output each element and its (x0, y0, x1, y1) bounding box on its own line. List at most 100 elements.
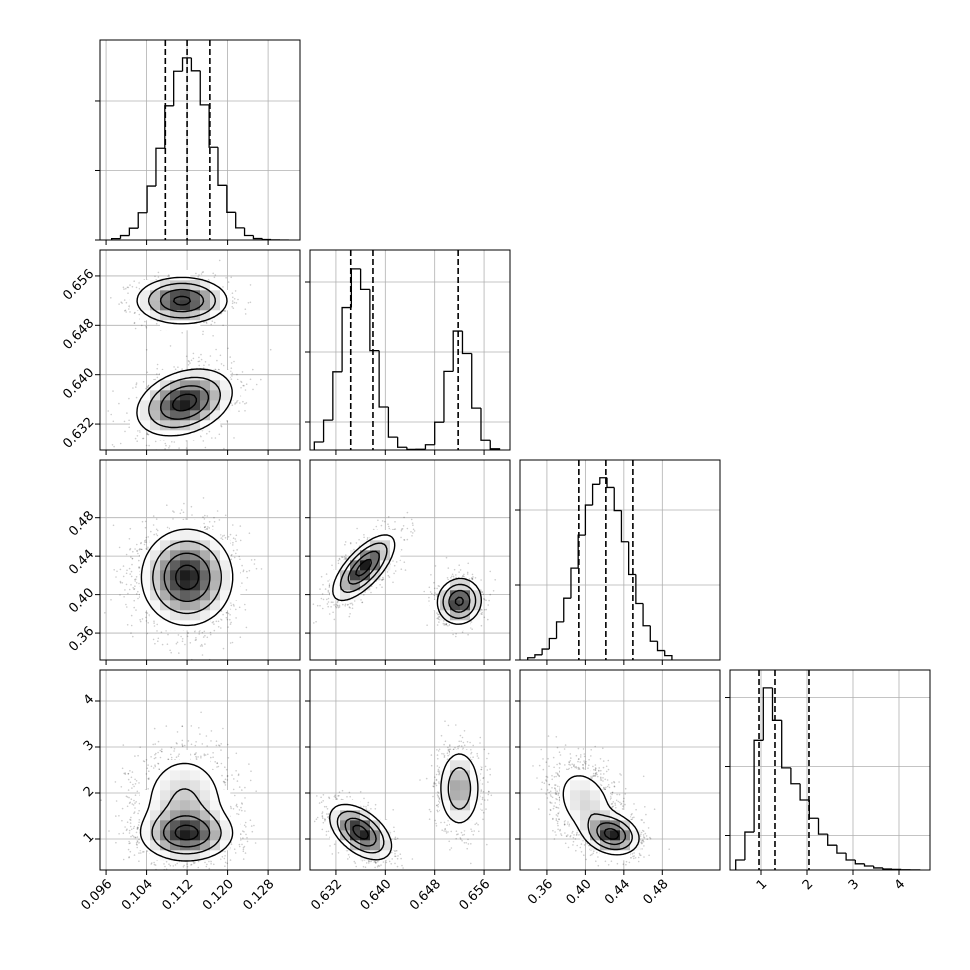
sample-point (238, 786, 241, 788)
sample-point (208, 860, 210, 863)
sample-point (213, 516, 215, 519)
sample-point (124, 309, 127, 312)
sample-point (190, 863, 193, 866)
density-cell (190, 560, 201, 571)
sample-point (390, 863, 393, 865)
sample-point (116, 570, 118, 573)
sample-point (242, 569, 245, 571)
sample-point (120, 786, 123, 788)
density-cell (200, 810, 211, 821)
sample-point (377, 860, 379, 863)
sample-point (125, 287, 127, 290)
sample-point (231, 404, 234, 407)
sample-point (394, 521, 396, 523)
sample-point (190, 864, 192, 866)
sample-point (555, 806, 557, 808)
sample-point (201, 654, 204, 656)
sample-point (328, 584, 331, 587)
density-cell (570, 810, 581, 821)
sample-point (434, 776, 436, 778)
sample-point (633, 857, 635, 860)
sample-point (595, 771, 598, 774)
sample-point (231, 302, 234, 305)
sample-point (155, 752, 157, 755)
density-cell (180, 280, 191, 291)
sample-point (438, 800, 440, 802)
density-cell (140, 300, 151, 311)
sample-point (152, 524, 155, 526)
sample-point (157, 276, 160, 278)
sample-point (471, 578, 474, 580)
sample-point (387, 523, 389, 525)
sample-point (153, 727, 156, 730)
sample-point (222, 780, 225, 783)
sample-point (147, 385, 150, 387)
sample-point (177, 634, 180, 636)
sample-point (555, 798, 557, 800)
sample-point (193, 862, 195, 865)
sample-point (241, 843, 243, 846)
sample-point (206, 515, 209, 517)
sample-point (130, 776, 133, 779)
sample-point (115, 576, 117, 578)
sample-point (367, 801, 370, 804)
sample-point (320, 597, 323, 600)
density-cell (190, 820, 201, 831)
histogram-bin (613, 487, 622, 512)
sample-point (241, 371, 244, 373)
sample-point (213, 623, 215, 625)
sample-point (189, 362, 191, 364)
sample-point (136, 440, 138, 443)
sample-point (573, 763, 575, 766)
density-cell (220, 370, 231, 381)
sample-point (382, 578, 385, 580)
density-cell (450, 800, 461, 811)
density-cell (350, 570, 361, 581)
sample-point (540, 748, 542, 751)
sample-point (374, 860, 376, 863)
sample-point (444, 828, 446, 831)
density-cell (220, 830, 231, 841)
sample-point (338, 791, 341, 793)
sample-point (394, 570, 397, 572)
sample-point (412, 532, 414, 534)
sample-point (436, 754, 439, 756)
sample-point (402, 867, 404, 869)
density-cell (180, 520, 191, 531)
density-cell (130, 300, 141, 311)
sample-point (598, 769, 600, 772)
sample-point (197, 276, 199, 278)
sample-point (594, 769, 597, 771)
sample-point (138, 287, 141, 290)
sample-point (132, 804, 135, 806)
sample-point (213, 863, 215, 866)
sample-point (328, 613, 331, 615)
sample-point (611, 805, 614, 808)
sample-point (592, 852, 594, 855)
sample-point (591, 777, 593, 779)
sample-point (138, 567, 140, 569)
sample-point (455, 830, 458, 832)
sample-point (215, 620, 218, 623)
sample-point (203, 526, 206, 529)
sample-point (129, 801, 131, 804)
sample-point (478, 830, 480, 833)
sample-point (436, 749, 438, 751)
sample-point (364, 591, 367, 593)
sample-point (211, 437, 213, 439)
sample-point (465, 842, 468, 844)
sample-point (128, 796, 130, 799)
density-cell (190, 810, 201, 821)
sample-point (202, 271, 205, 273)
sample-point (211, 621, 214, 624)
sample-point (605, 786, 607, 789)
sample-point (554, 802, 556, 804)
sample-point (595, 860, 597, 862)
sample-point (321, 812, 323, 815)
sample-point (125, 301, 128, 304)
sample-point (621, 808, 624, 810)
density-cell (200, 770, 211, 781)
sample-point (194, 744, 197, 747)
sample-point (235, 804, 238, 807)
